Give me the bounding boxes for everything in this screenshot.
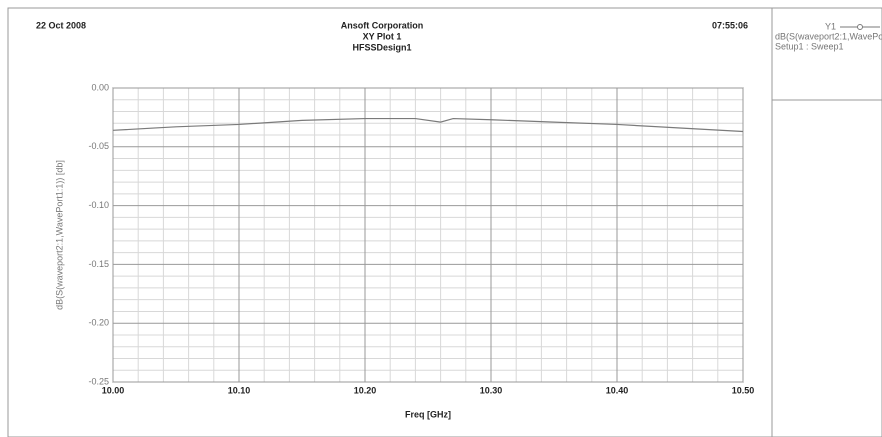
x-tick-label: 10.10 bbox=[228, 385, 251, 395]
y-tick-label: -0.10 bbox=[88, 200, 109, 210]
x-tick-label: 10.40 bbox=[606, 385, 629, 395]
y-tick-label: -0.15 bbox=[88, 259, 109, 269]
chart-subtitle: XY Plot 1 bbox=[363, 31, 402, 41]
y-tick-label: -0.25 bbox=[88, 376, 109, 386]
plot-area bbox=[112, 87, 744, 383]
x-tick-label: 10.30 bbox=[480, 385, 503, 395]
date: 22 Oct 2008 bbox=[36, 20, 86, 30]
x-tick-label: 10.50 bbox=[732, 385, 755, 395]
legend-marker bbox=[857, 24, 863, 30]
data-line bbox=[112, 117, 744, 133]
legend-entry: dB(S(waveport2:1,WavePort1:1)) bbox=[775, 31, 882, 41]
x-tick-label: 10.20 bbox=[354, 385, 377, 395]
design-name: HFSSDesign1 bbox=[352, 42, 411, 52]
y-tick-label: -0.20 bbox=[88, 318, 109, 328]
time: 07:55:06 bbox=[712, 20, 748, 30]
chart-title: Ansoft Corporation bbox=[341, 20, 424, 30]
legend-panel bbox=[771, 7, 882, 437]
y-tick-label: -0.05 bbox=[88, 141, 109, 151]
legend-title: Y1 bbox=[825, 21, 836, 31]
x-axis-label: Freq [GHz] bbox=[405, 409, 451, 419]
x-tick-label: 10.00 bbox=[102, 385, 125, 395]
y-axis-label: dB(S(waveport2:1,WavePort1:1)) [db] bbox=[54, 160, 64, 310]
y-tick-label: 0.00 bbox=[91, 82, 109, 92]
legend-subtitle: Setup1 : Sweep1 bbox=[775, 41, 844, 51]
